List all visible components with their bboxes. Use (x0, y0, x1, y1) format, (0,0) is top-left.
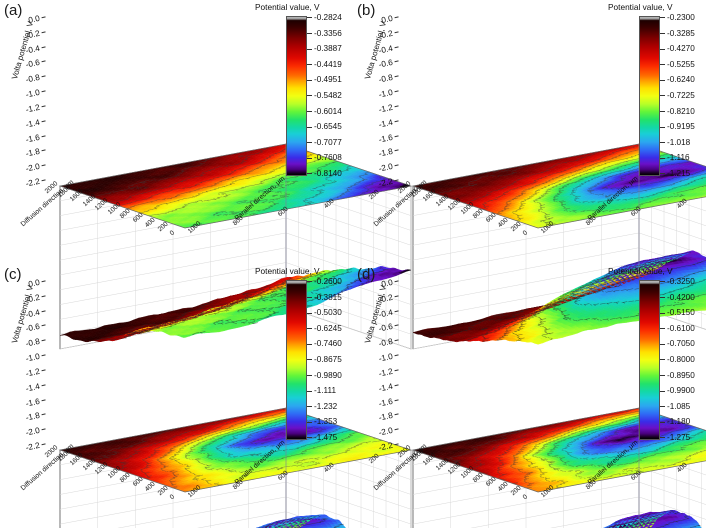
colorbar-tick: -0.9900 (660, 386, 695, 396)
colorbar-tick: -0.6014 (307, 107, 342, 117)
colorbar-title: Potential value, V (608, 266, 673, 276)
colorbar-tick: -0.5255 (660, 60, 695, 70)
panel-a: (a) 0.0 -0.2 -0.4 -0.6 -0.8 -1.0 -1.2 -1.4 -1.6-… (0, 0, 420, 350)
colorbar-tick: -0.5030 (307, 308, 342, 318)
colorbar-tick: -0.7077 (307, 138, 342, 148)
colorbar-tick: -0.2300 (660, 13, 695, 23)
colorbar-tick: -1.275 (660, 433, 690, 443)
colorbar-tick: -0.2600 (307, 277, 342, 287)
colorbar-gradient (286, 16, 307, 176)
colorbar-tick: -0.8140 (307, 169, 342, 179)
colorbar-tick: -1.018 (660, 138, 690, 148)
colorbar: -0.3250 -0.4200 -0.5150 -0.6100 -0.7050 -0.80… (639, 277, 706, 443)
colorbar-tick: -0.4200 (660, 293, 695, 303)
colorbar-tick: -0.3250 (660, 277, 695, 287)
colorbar-tick: -0.3285 (660, 29, 695, 39)
colorbar-tick: -0.3815 (307, 293, 342, 303)
colorbar-tick: -0.6240 (660, 75, 695, 85)
colorbar-tick: -0.2824 (307, 13, 342, 23)
colorbar-tick: -0.6100 (660, 324, 695, 334)
colorbar-tick: -0.8210 (660, 107, 695, 117)
colorbar-tick: -0.5482 (307, 91, 342, 101)
panel-b: (b) 0.0 -0.2 -0.4 -0.6 -0.8 -1.0 -1.2 -1.4 -1.6-… (353, 0, 706, 350)
colorbar-tick: -1.475 (307, 433, 337, 443)
colorbar-tick: -0.3356 (307, 29, 342, 39)
colorbar-tick: -1.180 (660, 417, 690, 427)
colorbar-tick: -0.8000 (660, 355, 695, 365)
panel-d: (d) 0.0 -0.2 -0.4 -0.6 -0.8 -1.0 -1.2 -1.4 -1.6-… (353, 264, 706, 528)
colorbar-tick: -0.7460 (307, 339, 342, 349)
colorbar-title: Potential value, V (255, 266, 320, 276)
colorbar-ticks: -0.3250 -0.4200 -0.5150 -0.6100 -0.7050 -0.80… (660, 277, 706, 443)
colorbar-tick: -0.4419 (307, 60, 342, 70)
colorbar: -0.2300 -0.3285 -0.4270 -0.5255 -0.6240 -0.72… (639, 13, 706, 179)
colorbar-tick: -1.232 (307, 402, 337, 412)
colorbar: -0.2600 -0.3815 -0.5030 -0.6245 -0.7460 -0.86… (286, 277, 353, 443)
colorbar-tick: -1.111 (307, 386, 336, 396)
colorbar-tick: -1.353 (307, 417, 337, 427)
panel-c: (c) 0.0 -0.2 -0.4 -0.6 -0.8 -1.0 -1.2 -1.4 -1.6-… (0, 264, 420, 528)
colorbar-tick: -0.9890 (307, 371, 342, 381)
panel-b-plot (353, 0, 706, 350)
colorbar-tick: -0.8950 (660, 371, 695, 381)
panel-a-letter: (a) (4, 2, 22, 19)
colorbar-tick: -0.6545 (307, 122, 342, 132)
colorbar-ticks: -0.2300 -0.3285 -0.4270 -0.5255 -0.6240 -0.72… (660, 13, 706, 179)
colorbar: -0.2824 -0.3356 -0.3887 -0.4419 -0.4951 -0.54… (286, 13, 353, 179)
colorbar-title: Potential value, V (608, 2, 673, 12)
panel-c-letter: (c) (4, 266, 22, 283)
panel-b-letter: (b) (357, 2, 375, 19)
colorbar-gradient (639, 16, 660, 176)
colorbar-tick: -0.7225 (660, 91, 695, 101)
colorbar-tick: -0.7608 (307, 153, 342, 163)
colorbar-tick: -1.085 (660, 402, 690, 412)
colorbar-tick: -1.116 (660, 153, 690, 163)
colorbar-tick: -0.4951 (307, 75, 342, 85)
colorbar-ticks: -0.2600 -0.3815 -0.5030 -0.6245 -0.7460 -0.86… (307, 277, 353, 443)
colorbar-tick: -0.7050 (660, 339, 695, 349)
panel-a-plot (0, 0, 413, 350)
colorbar-tick: -0.5150 (660, 308, 695, 318)
colorbar-gradient (286, 280, 307, 440)
panel-c-plot (0, 264, 413, 528)
colorbar-gradient (639, 280, 660, 440)
colorbar-ticks: -0.2824 -0.3356 -0.3887 -0.4419 -0.4951 -0.54… (307, 13, 353, 179)
colorbar-tick: -1.215 (660, 169, 690, 179)
colorbar-tick: -0.6245 (307, 324, 342, 334)
colorbar-tick: -0.4270 (660, 44, 695, 54)
colorbar-tick: -0.8675 (307, 355, 342, 365)
colorbar-tick: -0.9195 (660, 122, 695, 132)
colorbar-title: Potential value, V (255, 2, 320, 12)
colorbar-tick: -0.3887 (307, 44, 342, 54)
panel-d-letter: (d) (357, 266, 375, 283)
